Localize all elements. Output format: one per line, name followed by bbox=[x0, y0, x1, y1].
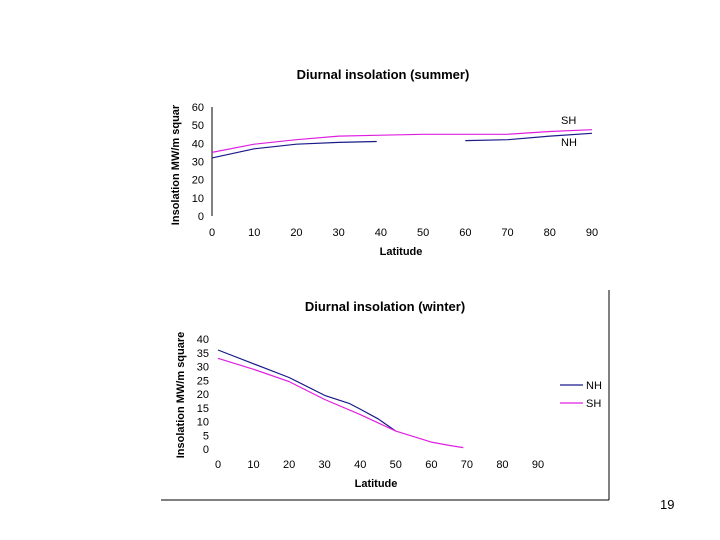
winter-x-tick-0: 0 bbox=[215, 459, 221, 471]
winter-x-ticks: 0 10 20 30 40 50 60 70 80 90 bbox=[215, 459, 544, 471]
summer-x-tick-40: 40 bbox=[375, 227, 387, 239]
winter-series-nh-line bbox=[217, 349, 397, 432]
summer-x-tick-80: 80 bbox=[544, 227, 556, 239]
winter-y-tick-5: 5 bbox=[203, 430, 209, 442]
winter-series-sh-line bbox=[217, 357, 464, 449]
winter-series bbox=[217, 349, 464, 449]
winter-y-tick-0: 0 bbox=[203, 444, 209, 456]
winter-x-tick-40: 40 bbox=[354, 459, 366, 471]
winter-legend-label-nh: NH bbox=[586, 380, 602, 392]
summer-series bbox=[211, 129, 593, 159]
winter-y-tick-35: 35 bbox=[197, 348, 209, 360]
winter-x-tick-20: 20 bbox=[283, 459, 295, 471]
summer-series-nh-segment-1-line bbox=[211, 140, 377, 159]
winter-x-tick-70: 70 bbox=[461, 459, 473, 471]
summer-y-tick-10: 10 bbox=[192, 193, 204, 205]
summer-y-tick-20: 20 bbox=[192, 175, 204, 187]
winter-legend-label-sh: SH bbox=[586, 398, 601, 410]
summer-legend-label-sh: SH bbox=[561, 115, 576, 127]
winter-chart-title: Diurnal insolation (winter) bbox=[305, 299, 465, 314]
winter-y-tick-30: 30 bbox=[197, 362, 209, 374]
summer-x-tick-90: 90 bbox=[586, 227, 598, 239]
winter-x-tick-90: 90 bbox=[532, 459, 544, 471]
winter-y-tick-10: 10 bbox=[197, 417, 209, 429]
winter-x-tick-60: 60 bbox=[425, 459, 437, 471]
winter-x-tick-10: 10 bbox=[247, 459, 259, 471]
winter-y-tick-40: 40 bbox=[197, 334, 209, 346]
summer-legend-label-nh: NH bbox=[561, 137, 577, 149]
summer-chart-title: Diurnal insolation (summer) bbox=[297, 67, 470, 82]
summer-x-ticks: 0 10 20 30 40 50 60 70 80 90 bbox=[209, 227, 598, 239]
summer-x-tick-70: 70 bbox=[501, 227, 513, 239]
page-number: 19 bbox=[660, 497, 675, 512]
summer-chart: Diurnal insolation (summer) Insolation M… bbox=[170, 67, 598, 258]
winter-x-tick-30: 30 bbox=[319, 459, 331, 471]
winter-x-tick-50: 50 bbox=[390, 459, 402, 471]
winter-y-tick-20: 20 bbox=[197, 389, 209, 401]
winter-x-tick-80: 80 bbox=[496, 459, 508, 471]
summer-x-tick-10: 10 bbox=[248, 227, 260, 239]
winter-y-tick-15: 15 bbox=[197, 403, 209, 415]
summer-x-axis-label: Latitude bbox=[380, 246, 423, 258]
summer-y-tick-60: 60 bbox=[192, 102, 204, 114]
summer-x-tick-50: 50 bbox=[417, 227, 429, 239]
summer-y-tick-40: 40 bbox=[192, 138, 204, 150]
summer-x-tick-20: 20 bbox=[290, 227, 302, 239]
summer-y-tick-30: 30 bbox=[192, 157, 204, 169]
summer-series-nh-segment-2-line bbox=[465, 132, 593, 142]
summer-series-sh-line bbox=[211, 129, 593, 153]
summer-y-tick-50: 50 bbox=[192, 120, 204, 132]
summer-y-tick-0: 0 bbox=[198, 211, 204, 223]
winter-y-tick-25: 25 bbox=[197, 375, 209, 387]
winter-y-axis-label: Insolation MW/m square bbox=[175, 332, 187, 459]
summer-x-tick-60: 60 bbox=[459, 227, 471, 239]
summer-y-ticks: 0 10 20 30 40 50 60 bbox=[192, 102, 204, 223]
winter-x-axis-label: Latitude bbox=[355, 478, 398, 490]
summer-x-tick-30: 30 bbox=[333, 227, 345, 239]
winter-chart: Diurnal insolation (winter) Insolation M… bbox=[161, 290, 610, 501]
summer-y-axis-label: Insolation MW/m squar bbox=[170, 104, 182, 225]
summer-x-tick-0: 0 bbox=[209, 227, 215, 239]
